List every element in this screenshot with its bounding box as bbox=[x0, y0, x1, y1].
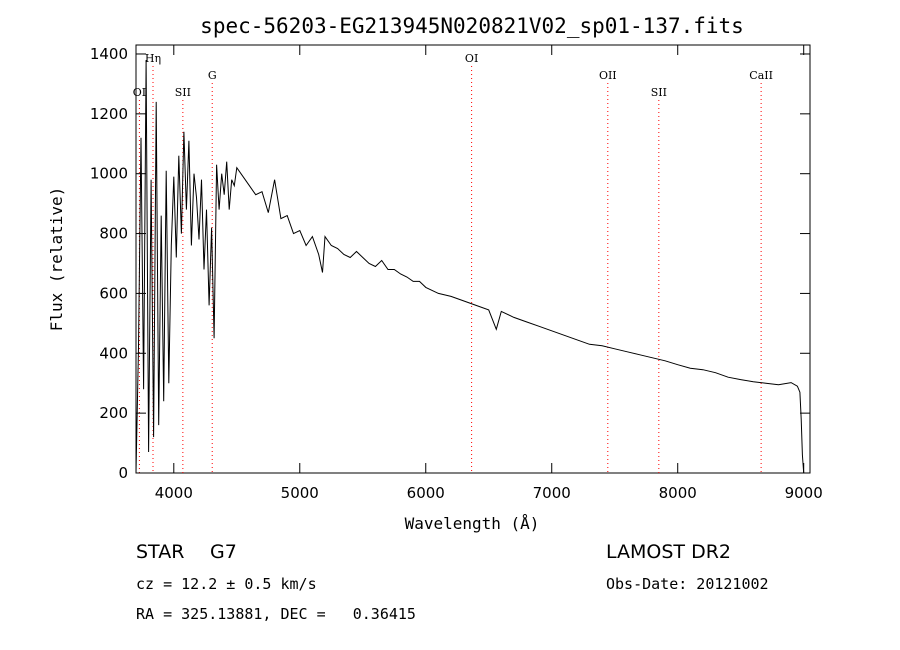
spectral-line-label: Hη bbox=[145, 52, 161, 65]
x-tick-label: 5000 bbox=[281, 484, 319, 502]
spectral-line-label: CaII bbox=[749, 69, 773, 82]
y-tick-label: 1400 bbox=[90, 45, 128, 63]
x-tick-label: 8000 bbox=[659, 484, 697, 502]
y-tick-label: 0 bbox=[118, 464, 128, 482]
y-tick-label: 200 bbox=[99, 404, 128, 422]
x-tick-label: 9000 bbox=[785, 484, 823, 502]
y-tick-label: 1200 bbox=[90, 105, 128, 123]
x-axis-label: Wavelength (Å) bbox=[405, 514, 540, 533]
coordinates-readout: RA = 325.13881, DEC = 0.36415 bbox=[136, 605, 416, 623]
y-tick-label: 400 bbox=[99, 344, 128, 362]
chart-title: spec-56203-EG213945N020821V02_sp01-137.f… bbox=[200, 14, 744, 38]
x-axis-ticks: 4000 5000 6000 7000 8000 9000 bbox=[155, 45, 823, 502]
y-tick-label: 800 bbox=[99, 225, 128, 243]
observation-date: Obs-Date: 20121002 bbox=[606, 575, 769, 593]
spectral-line-label: OII bbox=[599, 69, 617, 82]
velocity-readout: cz = 12.2 ± 0.5 km/s bbox=[136, 575, 317, 593]
spectral-line-label: SII bbox=[651, 86, 667, 99]
y-axis-label: Flux (relative) bbox=[47, 187, 66, 332]
x-tick-label: 6000 bbox=[407, 484, 445, 502]
spectrum-line bbox=[135, 59, 805, 474]
spectral-line-label: SII bbox=[175, 86, 191, 99]
x-tick-label: 7000 bbox=[533, 484, 571, 502]
spectral-line-label: OI bbox=[465, 52, 478, 65]
survey-name: LAMOST DR2 bbox=[606, 541, 731, 563]
spectral-line-markers: OI Hη SII G OI OII SII CaII bbox=[133, 52, 773, 473]
spectral-line-label: OI bbox=[133, 86, 146, 99]
plot-frame bbox=[135, 44, 811, 474]
spectral-line-label: G bbox=[208, 69, 217, 82]
y-axis-ticks: 0 200 400 600 800 1000 1200 1400 bbox=[90, 45, 810, 482]
object-subclass: G7 bbox=[210, 541, 237, 563]
y-tick-label: 600 bbox=[99, 284, 128, 302]
y-tick-label: 1000 bbox=[90, 165, 128, 183]
x-tick-label: 4000 bbox=[155, 484, 193, 502]
object-class: STAR bbox=[136, 541, 185, 563]
